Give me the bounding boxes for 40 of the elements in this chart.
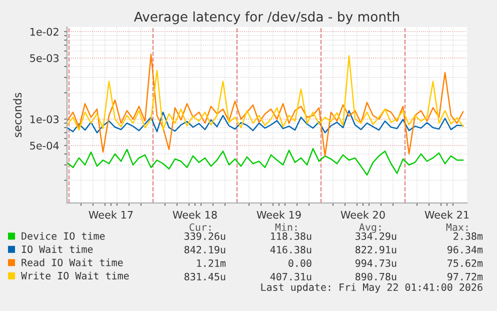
chart-title: Average latency for /dev/sda - by month [134, 11, 400, 24]
text: 1.21m [197, 259, 226, 267]
x-tick-label: Week 21 [424, 210, 469, 219]
text: 416.38u [270, 246, 312, 254]
text: Avg: [359, 223, 381, 233]
text: 339.26u [184, 232, 226, 240]
text: 97.72m [448, 272, 483, 280]
text: Min: [275, 223, 297, 231]
line-series [67, 54, 464, 157]
text: 890.78u [355, 272, 396, 280]
x-tick-label: Week 18 [172, 210, 217, 219]
line-series [67, 110, 464, 134]
text: 0.00 [288, 259, 312, 267]
x-tick-label: Week 17 [88, 210, 133, 219]
text: 407.31u [270, 272, 312, 280]
y-tick-label: 5e-04 [30, 142, 59, 150]
line-series [67, 55, 464, 131]
text: 334.29u [356, 232, 396, 240]
text: 831.45u [184, 272, 226, 280]
text: 2.38m [454, 232, 483, 240]
y-tick-label: 1e-02 [30, 28, 58, 36]
legend-label: IO Wait time [22, 245, 93, 254]
text: 118.38u [271, 232, 312, 240]
legend-label: Read IO Wait time [22, 258, 123, 266]
text: 75.62m [448, 259, 483, 267]
x-tick-label: Week 20 [340, 210, 385, 219]
y-tick-label: 1e-03 [30, 115, 59, 124]
text: 96.34m [448, 246, 483, 254]
line-series [67, 148, 464, 176]
text: 842.19u [184, 246, 226, 254]
text: 822.91u [355, 246, 396, 254]
text: Max: [446, 223, 468, 231]
text: Cur: [190, 223, 211, 231]
legend-label: Device IO time [22, 232, 105, 240]
y-tick-label: 5e-03 [30, 54, 59, 62]
x-tick-label: Week 19 [256, 210, 301, 219]
y-axis-title: seconds [13, 92, 22, 138]
text: 994.73u [355, 259, 396, 267]
legend-label: Write IO Wait time [21, 272, 129, 280]
text: Last update: Fri May 22 01:41:00 2026 [261, 283, 482, 293]
